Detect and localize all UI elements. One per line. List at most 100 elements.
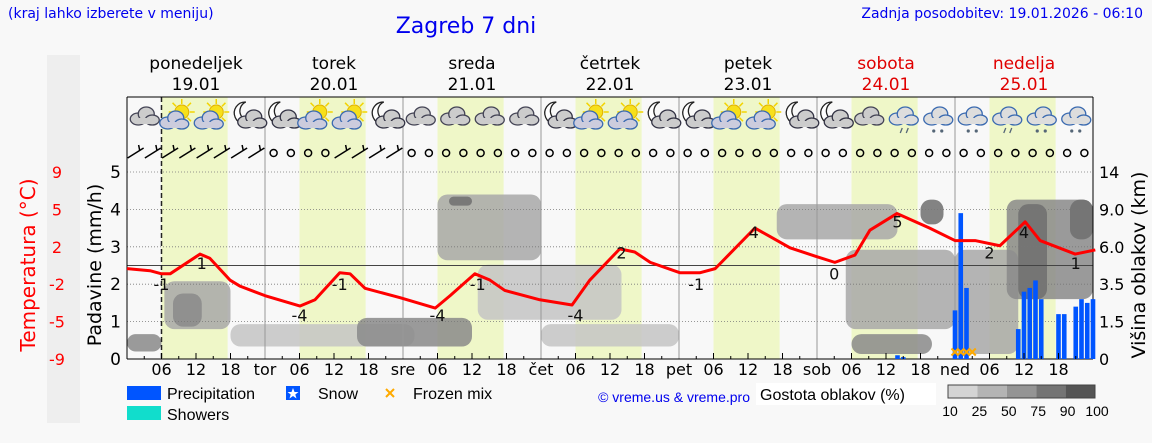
calm-wind-icon	[459, 148, 468, 158]
sun-ray	[310, 102, 315, 107]
sun-ray	[738, 102, 744, 107]
frozen-mix-marker	[968, 347, 977, 357]
cloud-density-area	[851, 334, 932, 355]
moon-cloud-icon	[233, 101, 268, 129]
cloudy-snow-icon	[1026, 106, 1057, 133]
x-hour-tick-label: 06	[565, 360, 585, 379]
partly-sunny-icon	[159, 99, 195, 130]
cloud-density-scale-label: 50	[1001, 403, 1017, 419]
calm-wind-icon	[786, 148, 796, 158]
calm-wind-icon	[510, 148, 520, 158]
cloud-part	[692, 121, 709, 127]
cloud-part	[717, 122, 734, 128]
x-hour-tick-label: 12	[186, 360, 206, 379]
barb-feather	[362, 144, 365, 151]
cloud-density-scale-label: 10	[942, 403, 958, 419]
day-name: petek	[724, 54, 772, 74]
x-day-tick-label: sob	[803, 360, 831, 379]
cloud-part	[998, 118, 1015, 124]
location-hint: (kraj lahko izberete v meniju)	[8, 6, 214, 22]
barb-feather	[172, 144, 175, 151]
precipitation-bar	[958, 213, 964, 359]
x-hour-tick-label: 12	[600, 360, 620, 379]
barb-shaft	[144, 147, 162, 159]
precip-tick-label: 1	[110, 313, 121, 333]
day-date: 20.01	[310, 75, 359, 95]
temperature-axis-band	[47, 55, 80, 423]
moon-cloud-icon	[820, 101, 854, 129]
precipitation-bar	[1056, 314, 1061, 359]
barb-feather	[224, 144, 227, 151]
sun-ray	[206, 102, 212, 107]
sun-ray	[758, 102, 764, 107]
temperature-label: -1	[154, 275, 170, 294]
calm-wind-icon	[1028, 148, 1037, 158]
precipitation-bar	[1027, 287, 1033, 359]
x-hour-tick-label: 12	[876, 360, 896, 379]
calm-wind-icon	[907, 148, 917, 158]
temperature-label: 1	[1071, 254, 1081, 273]
temperature-label: 4	[749, 223, 759, 242]
x-hour-tick-label: 18	[1048, 360, 1068, 379]
temperature-label: -1	[688, 275, 704, 294]
precipitation-bar	[1079, 299, 1084, 359]
precip-tick-label: 5	[110, 163, 121, 183]
cloud-height-tick-label: 3.5	[1099, 275, 1124, 294]
partly-sunny-icon	[573, 99, 609, 130]
calm-wind-icon	[579, 148, 589, 158]
calm-wind-icon	[873, 148, 882, 158]
cloud-density-scale-step	[1065, 385, 1095, 398]
day-name: četrtek	[580, 54, 641, 74]
cloud-part	[338, 122, 355, 128]
daylight-band	[299, 97, 366, 359]
cloud-density-area	[920, 199, 944, 225]
cloud-part	[381, 121, 398, 127]
sun-ray	[773, 102, 778, 107]
snow-legend-icon	[287, 388, 299, 399]
calm-wind-icon	[562, 148, 572, 158]
cloudy-icon	[854, 106, 885, 126]
temperature-tick-label: -5	[49, 313, 65, 332]
barb-feather	[206, 144, 210, 151]
snow-flake	[1070, 129, 1074, 133]
calm-wind-icon	[424, 148, 434, 158]
calm-wind-icon	[924, 148, 934, 158]
cloud-part	[515, 118, 532, 124]
x-hour-tick-label: 18	[496, 360, 516, 379]
snow-flake	[1035, 129, 1039, 133]
x-day-tick-label: ned	[940, 360, 970, 379]
day-date: 24.01	[862, 75, 911, 95]
x-hour-tick-label: 06	[151, 360, 171, 379]
cloud-density-area	[173, 293, 202, 327]
sun-ray	[186, 117, 192, 122]
cloud-density-area	[449, 196, 472, 206]
sun-ray	[620, 102, 626, 107]
sun-ray	[324, 102, 330, 107]
sun-ray	[221, 117, 226, 122]
cloud-part	[929, 118, 946, 124]
snow-flake	[1043, 129, 1047, 133]
x-day-tick-label: tor	[254, 360, 277, 379]
daylight-band	[713, 97, 780, 359]
sun-ray	[344, 102, 350, 107]
precip-axis-title: Padavine (mm/h)	[84, 184, 106, 347]
cloud-part	[830, 121, 847, 127]
calm-wind-icon	[476, 148, 485, 158]
calm-wind-icon	[735, 148, 744, 158]
cloud-density-scale-label: 25	[972, 403, 988, 419]
cloudy-snow-icon	[957, 106, 988, 133]
frozen-mix-legend-icon	[385, 388, 395, 398]
x-hour-tick-label: 18	[910, 360, 930, 379]
precip-tick-label: 4	[110, 200, 121, 220]
snow-legend-label: Snow	[318, 386, 358, 403]
precipitation-bar	[1061, 314, 1067, 359]
calm-wind-icon	[666, 148, 675, 158]
cloud-density-scale-step	[977, 385, 1007, 398]
precip-tick-label: 2	[110, 275, 121, 295]
calm-wind-icon	[821, 148, 830, 158]
calm-wind-icon	[993, 148, 1003, 158]
temperature-label: 5	[892, 213, 902, 232]
sun-ray	[172, 102, 177, 107]
calm-wind-icon	[717, 148, 727, 158]
cloudy-snow-icon	[1061, 106, 1092, 133]
